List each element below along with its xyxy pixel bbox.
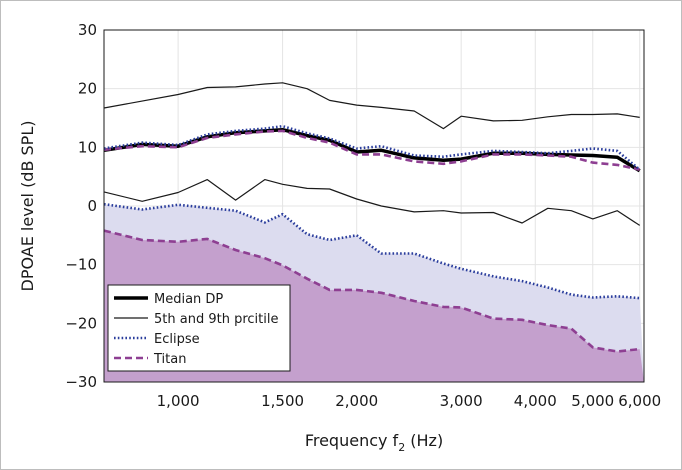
titan-dp-line [103,129,640,171]
y-tick-label-3: 0 [87,197,97,215]
y-tick-label-5: 20 [78,80,97,98]
percentile-lower-line [103,179,641,226]
y-tick-label-1: −20 [65,314,97,332]
x-tick-label-2: 2,000 [335,392,378,410]
series-lines [103,82,641,353]
median-dp-line [103,127,641,173]
x-axis-label-subscript: 2 [398,441,405,454]
y-tick-labels: −30 −20 −10 0 10 20 30 [65,21,97,391]
legend-label-1: 5th and 9th prcitile [154,312,278,327]
y-axis-label: DPOAE level (dB SPL) [18,121,37,292]
x-axis-label-prefix: Frequency f [305,431,399,450]
x-tick-label-1: 1,500 [261,392,304,410]
x-axis-label-suffix: (Hz) [405,431,443,450]
y-tick-label-4: 10 [78,138,97,156]
legend-label-2: Eclipse [154,332,200,347]
legend-label-3: Titan [153,352,186,367]
x-axis-label: Frequency f2 (Hz) [305,431,443,454]
percentile-upper-line [103,82,640,130]
x-tick-label-6: 6,000 [618,392,661,410]
y-tick-label-2: −10 [65,256,97,274]
plot-border [103,29,645,383]
eclipse-noise-line [103,202,640,300]
x-tick-label-4: 4,000 [514,392,557,410]
x-tick-labels: 1,000 1,500 2,000 3,000 4,000 5,000 6,000 [157,392,662,410]
legend-label-0: Median DP [154,292,223,307]
y-tick-label-6: 30 [78,21,97,39]
x-tick-label-3: 3,000 [440,392,483,410]
titan-noise-line [103,229,640,353]
legend: Median DP 5th and 9th prcitile Eclipse Tita… [107,284,291,372]
y-tick-label-0: −30 [65,373,97,391]
x-tick-label-0: 1,000 [157,392,200,410]
eclipse-dp-line [103,124,641,171]
x-tick-label-5: 5,000 [571,392,614,410]
